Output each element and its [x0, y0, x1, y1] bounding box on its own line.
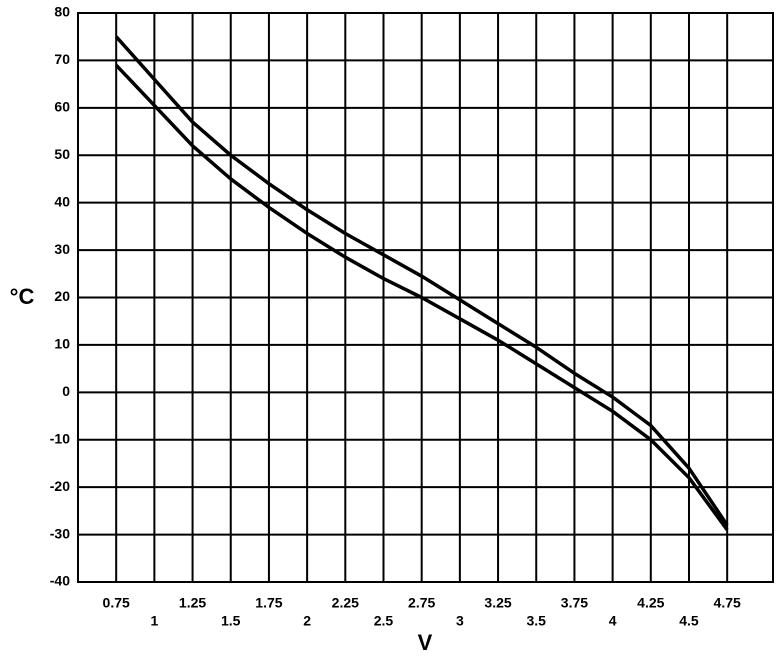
- y-tick-label: -40: [50, 573, 70, 589]
- x-tick-label: 3.75: [561, 595, 588, 611]
- x-tick-label: 4.5: [679, 613, 699, 629]
- x-tick-label: 1.75: [255, 595, 282, 611]
- y-tick-label: -20: [50, 478, 70, 494]
- x-axis-label: V: [418, 630, 433, 655]
- y-tick-label: 10: [54, 336, 70, 352]
- x-tick-label: 1: [150, 613, 158, 629]
- x-tick-label: 3.5: [527, 613, 547, 629]
- x-tick-label: 2.5: [374, 613, 394, 629]
- y-tick-label: 20: [54, 288, 70, 304]
- y-tick-label: -10: [50, 430, 70, 446]
- x-tick-label: 4: [609, 613, 617, 629]
- y-tick-label: 80: [54, 4, 70, 20]
- y-tick-label: 60: [54, 99, 70, 115]
- y-axis-label: °C: [10, 284, 35, 309]
- x-tick-label: 1.25: [179, 595, 206, 611]
- y-tick-label: 0: [62, 383, 70, 399]
- x-tick-label: 2.75: [408, 595, 435, 611]
- y-tick-label: 70: [54, 51, 70, 67]
- x-tick-label: 2.25: [332, 595, 359, 611]
- x-tick-label: 4.25: [637, 595, 664, 611]
- curve: [114, 35, 729, 527]
- y-tick-label: 30: [54, 241, 70, 257]
- y-tick-label: -30: [50, 525, 70, 541]
- y-tick-label: 40: [54, 193, 70, 209]
- x-tick-label: 3.25: [484, 595, 511, 611]
- x-tick-label: 2: [303, 613, 311, 629]
- x-tick-label: 1.5: [221, 613, 241, 629]
- y-tick-label: 50: [54, 146, 70, 162]
- x-tick-label: 4.75: [714, 595, 741, 611]
- x-tick-label: 0.75: [103, 595, 130, 611]
- curve: [114, 63, 729, 531]
- x-tick-label: 3: [456, 613, 464, 629]
